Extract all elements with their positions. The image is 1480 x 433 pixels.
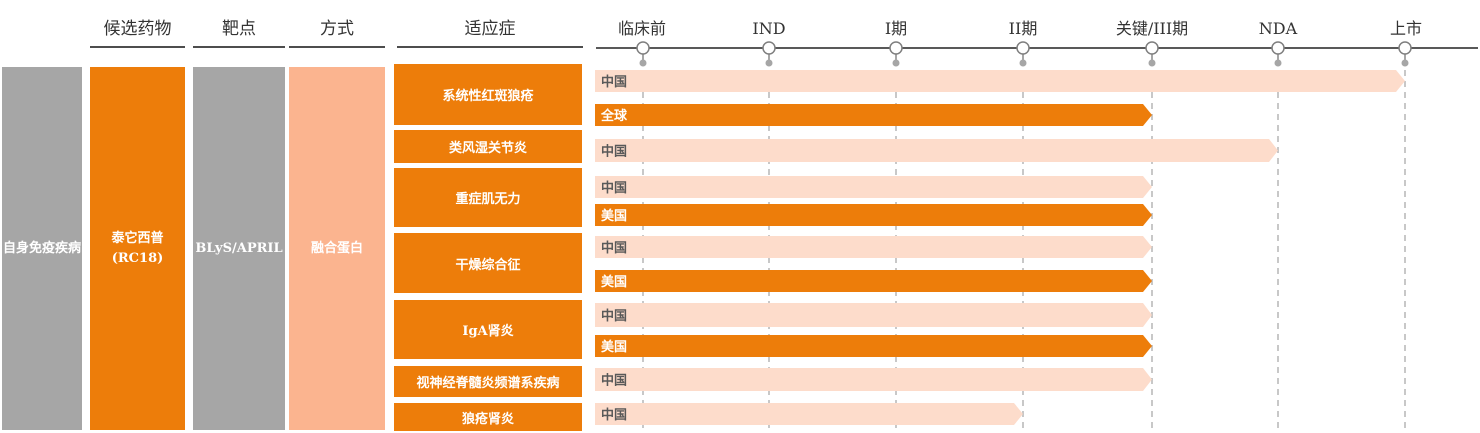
phase-label-launch: 上市	[1389, 19, 1422, 38]
modality-cell: 融合蛋白	[289, 67, 385, 430]
indication-sle: 系统性红斑狼疮	[394, 64, 582, 125]
milestone-pin	[765, 59, 773, 67]
milestone-marker	[889, 41, 903, 55]
bar-region-label: 中国	[601, 407, 627, 423]
indication-iga-nephropathy: IgA肾炎	[394, 300, 582, 359]
indication-label: 干燥综合征	[455, 257, 521, 273]
phase-label-preclinical: 临床前	[617, 19, 666, 38]
bar-region-label: 全球	[600, 108, 628, 124]
milestone-pin	[1019, 59, 1027, 67]
progress-bar	[595, 70, 1405, 92]
milestone-pin	[1401, 59, 1409, 67]
header-underline-indication	[397, 46, 583, 48]
milestone-pin	[1148, 59, 1156, 67]
header-target: 靶点	[222, 19, 256, 39]
progress-bar	[595, 204, 1152, 226]
drug-cell: 泰它西普 (RC18)	[90, 67, 185, 430]
progress-bar	[595, 176, 1152, 198]
progress-bar	[595, 368, 1152, 391]
modality-label: 融合蛋白	[310, 240, 363, 256]
phase-label-phase1: I期	[884, 19, 908, 38]
header-underline-target	[193, 46, 285, 48]
bar-region-label: 中国	[601, 240, 627, 256]
bar-region-label: 中国	[601, 144, 627, 160]
progress-bar	[595, 270, 1152, 292]
header-modality: 方式	[320, 19, 354, 39]
milestone-marker	[1145, 41, 1159, 55]
indication-sjogren: 干燥综合征	[394, 233, 582, 293]
progress-bar	[595, 303, 1152, 327]
target-label: BLyS/APRIL	[195, 240, 283, 256]
milestone-marker	[762, 41, 776, 55]
bar-region-label: 中国	[601, 180, 627, 196]
indication-label: 狼疮肾炎	[461, 411, 514, 427]
milestone-marker	[636, 41, 650, 55]
progress-bar	[595, 104, 1152, 126]
progress-bar	[595, 335, 1152, 357]
drug-code: (RC18)	[111, 250, 164, 266]
indication-mg: 重症肌无力	[394, 168, 582, 227]
phase-label-phase2: II期	[1008, 19, 1038, 38]
indication-label: 重症肌无力	[455, 192, 521, 207]
indication-label: IgA肾炎	[462, 324, 514, 339]
milestone-marker	[1271, 41, 1285, 55]
indication-label: 视神经脊髓炎频谱系疾病	[416, 376, 560, 391]
bar-region-label: 中国	[601, 373, 627, 389]
indication-label: 类风湿关节炎	[448, 141, 527, 156]
indication-lupus-nephritis: 狼疮肾炎	[394, 403, 582, 431]
progress-bar	[595, 236, 1152, 258]
header-underline-candidate	[90, 46, 185, 48]
milestone-pin	[892, 59, 900, 67]
header-underline-modality	[289, 46, 385, 48]
bar-region-label: 中国	[601, 74, 627, 90]
milestone-marker	[1398, 41, 1412, 55]
indication-nmosd: 视神经脊髓炎频谱系疾病	[394, 366, 582, 397]
phase-label-pivotal-phase3: 关键/III期	[1115, 19, 1189, 38]
drug-name: 泰它西普	[111, 230, 164, 246]
bar-region-label: 美国	[601, 274, 627, 290]
therapeutic-area-cell: 自身免疫疾病	[2, 67, 82, 430]
indication-label: 系统性红斑狼疮	[442, 89, 534, 104]
progress-bar	[595, 139, 1278, 162]
milestone-marker	[1016, 41, 1030, 55]
bar-region-label: 美国	[601, 339, 627, 355]
header-candidate: 候选药物	[103, 19, 172, 39]
progress-bar	[595, 403, 1023, 425]
header-indication: 适应症	[464, 19, 516, 39]
target-cell: BLyS/APRIL	[193, 67, 285, 430]
phase-label-nda: NDA	[1258, 19, 1298, 38]
bar-region-label: 美国	[601, 208, 627, 224]
bar-region-label: 中国	[601, 308, 627, 324]
therapeutic-area-label: 自身免疫疾病	[2, 240, 81, 256]
milestone-pin	[639, 59, 647, 67]
phase-label-ind: IND	[752, 19, 786, 38]
milestone-pin	[1274, 59, 1282, 67]
indication-ra: 类风湿关节炎	[394, 130, 582, 163]
